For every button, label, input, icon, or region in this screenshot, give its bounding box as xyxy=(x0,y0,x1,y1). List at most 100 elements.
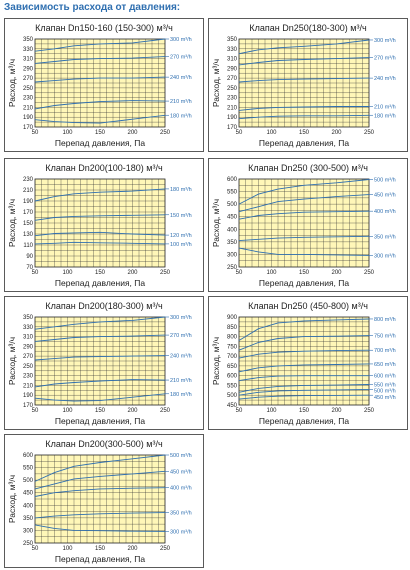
series-label: 500 m³/h xyxy=(374,178,396,184)
y-tick-label: 600 xyxy=(227,374,238,380)
series-label: 240 m³/h xyxy=(170,75,192,81)
x-tick-label: 250 xyxy=(364,130,375,136)
y-tick-label: 500 xyxy=(23,478,34,484)
chart-svg: Клапан Dn200(300-500) м³/ч 50 100 150 200 250… xyxy=(7,439,192,564)
series-line xyxy=(238,318,370,341)
series-line xyxy=(34,38,166,52)
y-tick-label: 350 xyxy=(23,315,34,321)
y-tick-label: 170 xyxy=(23,403,34,409)
series-label: 180 m³/h xyxy=(170,187,192,193)
series-label: 180 m³/h xyxy=(170,392,192,398)
series-line xyxy=(34,316,166,330)
chart-panel-dn250-450-800: Клапан Dn250 (450-800) м³/ч 50 100 150 200 25… xyxy=(208,296,408,430)
x-tick-label: 200 xyxy=(127,546,138,552)
series-label: 100 m³/h xyxy=(170,242,192,248)
y-axis-label: Расход, м³/ч xyxy=(211,199,221,247)
y-tick-label: 500 xyxy=(227,202,238,208)
series-line xyxy=(238,388,370,396)
x-axis-label: Перепад давления, Па xyxy=(55,554,146,564)
series-label: 300 m³/h xyxy=(374,38,396,44)
y-tick-label: 450 xyxy=(227,215,238,221)
x-tick-label: 150 xyxy=(95,130,106,136)
y-tick-label: 300 xyxy=(227,252,238,258)
series-label: 270 m³/h xyxy=(170,333,192,339)
series-line xyxy=(238,235,370,242)
y-tick-label: 350 xyxy=(227,37,238,43)
y-tick-label: 210 xyxy=(23,105,34,111)
y-tick-label: 330 xyxy=(227,47,238,53)
series-label: 240 m³/h xyxy=(170,354,192,360)
chart-panel-dn200-180-300: Клапан Dn200(180-300) м³/ч 50 100 150 200 250… xyxy=(4,296,204,430)
series-label: 210 m³/h xyxy=(374,104,396,110)
x-tick-label: 50 xyxy=(32,130,39,136)
series-line xyxy=(238,77,370,83)
x-tick-label: 250 xyxy=(160,130,171,136)
y-tick-label: 500 xyxy=(227,393,238,399)
y-axis-label: Расход, м³/ч xyxy=(7,475,17,523)
x-tick-label: 50 xyxy=(32,546,39,552)
grid xyxy=(239,39,369,127)
series-line xyxy=(34,114,166,124)
y-tick-label: 550 xyxy=(227,190,238,196)
x-axis-label: Перепад давления, Па xyxy=(55,278,146,288)
series-label: 180 m³/h xyxy=(170,113,192,119)
plot-frame xyxy=(238,38,370,128)
y-tick-label: 190 xyxy=(227,115,238,121)
series-line xyxy=(34,188,166,202)
y-tick-label: 230 xyxy=(23,96,34,102)
chart-title: Клапан Dn200(300-500) м³/ч xyxy=(45,439,163,449)
series-label: 400 m³/h xyxy=(170,486,192,492)
grid xyxy=(239,317,369,405)
y-tick-label: 250 xyxy=(23,86,34,92)
y-axis-label: Расход, м³/ч xyxy=(7,199,17,247)
y-tick-label: 350 xyxy=(23,37,34,43)
y-tick-label: 170 xyxy=(23,125,34,131)
plot-frame xyxy=(34,38,166,128)
y-tick-label: 190 xyxy=(23,199,34,205)
x-tick-label: 200 xyxy=(331,130,342,136)
series-line xyxy=(238,179,370,205)
x-tick-label: 150 xyxy=(299,130,310,136)
series-line xyxy=(238,210,370,220)
y-tick-label: 600 xyxy=(227,177,238,183)
grid xyxy=(35,179,165,267)
x-tick-label: 50 xyxy=(32,408,39,414)
series-line xyxy=(238,247,370,256)
series-label: 270 m³/h xyxy=(374,56,396,62)
y-tick-label: 250 xyxy=(23,541,34,547)
y-tick-label: 450 xyxy=(227,403,238,409)
series-label: 300 m³/h xyxy=(170,315,192,321)
series-line xyxy=(238,106,369,111)
y-tick-label: 230 xyxy=(23,374,34,380)
series-line xyxy=(34,470,166,490)
series-line xyxy=(34,512,166,519)
y-tick-label: 400 xyxy=(23,503,34,509)
y-tick-label: 850 xyxy=(227,325,238,331)
x-tick-label: 200 xyxy=(127,408,138,414)
chart-svg: Клапан Dn200(180-300) м³/ч 50 100 150 200 250… xyxy=(7,301,192,426)
x-tick-label: 100 xyxy=(62,130,73,136)
series-line xyxy=(34,241,166,245)
y-tick-label: 450 xyxy=(23,491,34,497)
y-tick-label: 310 xyxy=(227,57,238,63)
y-tick-label: 350 xyxy=(23,516,34,522)
chart-svg: Клапан Dn150-160 (150-300) м³/ч 50 100 150 2… xyxy=(7,23,192,148)
x-axis-label: Перепад давления, Па xyxy=(259,138,350,148)
series-label: 550 m³/h xyxy=(374,382,396,388)
series-label: 150 m³/h xyxy=(170,213,192,219)
y-tick-label: 700 xyxy=(227,354,238,360)
y-tick-label: 130 xyxy=(23,232,34,238)
x-tick-label: 100 xyxy=(266,270,277,276)
series-line xyxy=(34,355,166,361)
x-tick-label: 150 xyxy=(95,546,106,552)
y-tick-label: 150 xyxy=(23,221,34,227)
chart-title: Клапан Dn250 (300-500) м³/ч xyxy=(248,163,368,173)
series-label: 120 m³/h xyxy=(170,233,192,239)
series-line xyxy=(34,76,166,83)
y-tick-label: 270 xyxy=(23,354,34,360)
x-tick-label: 250 xyxy=(160,546,171,552)
series-line xyxy=(34,524,166,532)
series-line xyxy=(238,57,370,66)
y-tick-label: 650 xyxy=(227,364,238,370)
y-tick-label: 750 xyxy=(227,344,238,350)
